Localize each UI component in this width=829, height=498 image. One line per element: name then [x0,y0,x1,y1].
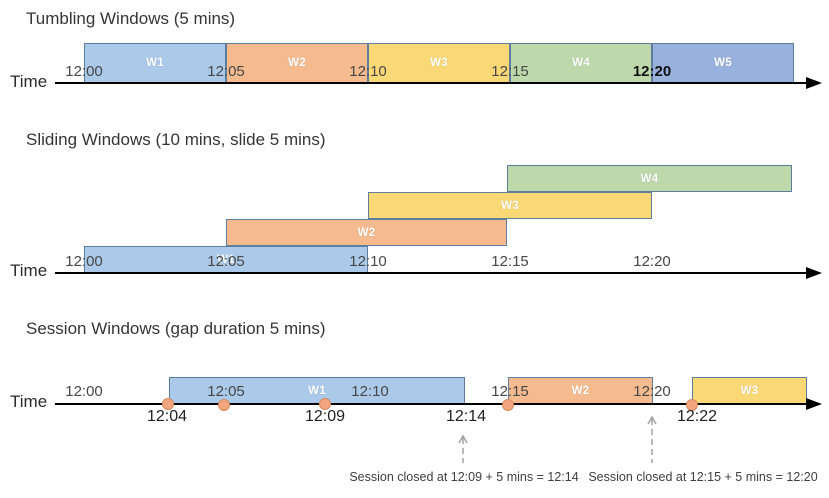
session-section-title: Session Windows (gap duration 5 mins) [26,319,326,338]
tumbling-tick-1200: 12:00 [65,63,103,80]
window-label: W4 [640,172,659,185]
sliding-window-w2: W2 [226,219,507,246]
sliding-tick-1210: 12:10 [349,253,387,270]
event-time-1209: 12:09 [304,408,346,425]
dashed-up-arrow-icon [458,434,468,463]
tumbling-window-w2: W2 [226,43,368,83]
tumbling-window-w4: W4 [510,43,652,83]
window-label: W1 [146,57,164,69]
sliding-tick-1215: 12:15 [491,253,529,270]
dashed-up-arrow-icon [647,415,657,463]
window-label: W4 [572,57,590,69]
window-label: W2 [357,226,376,239]
event-dot-1215 [502,399,514,411]
session-close-annotation-2: Session closed at 12:15 + 5 mins = 12:20 [588,470,818,484]
session-time-axis-line [55,403,812,405]
window-label: W1 [308,384,326,397]
sliding-tick-1200: 12:00 [65,253,103,270]
sliding-tick-1220: 12:20 [633,253,671,270]
tumbling-tick-1215: 12:15 [491,63,529,80]
event-time-1222: 12:22 [676,408,718,425]
session-tick-1220: 12:20 [633,383,671,400]
session-tick-1200: 12:00 [65,383,103,400]
tumbling-window-w1: W1 [84,43,226,83]
sliding-window-w4: W4 [507,165,792,192]
session-tick-1215: 12:15 [491,383,529,400]
session-window-w2: W2 [508,377,653,404]
tumbling-time-axis-label: Time [10,72,48,91]
window-label: W5 [714,57,732,69]
sliding-time-axis-label: Time [10,261,48,280]
tumbling-axis-arrowhead-icon [806,77,822,89]
tumbling-window-w3: W3 [368,43,510,83]
session-time-axis-label: Time [10,392,48,411]
session-tick-1210: 12:10 [351,383,389,400]
event-dot-1204 [162,398,174,410]
window-label: W3 [501,199,519,212]
tumbling-time-axis-line [55,82,812,84]
sliding-section-title: Sliding Windows (10 mins, slide 5 mins) [26,130,326,149]
sliding-axis-arrowhead-icon [806,267,822,279]
event-dot-1209 [319,398,331,410]
event-time-1204: 12:04 [146,408,188,425]
event-dot-1206 [218,399,230,411]
tumbling-tick-1210: 12:10 [349,63,387,80]
tumbling-tick-1220: 12:20 [632,63,672,80]
window-label: W3 [740,384,759,397]
event-dot-1222 [686,399,698,411]
window-label: W1 [217,253,235,266]
window-label: W2 [571,384,590,397]
session-close-annotation-1: Session closed at 12:09 + 5 mins = 12:14 [349,470,579,484]
session-axis-arrowhead-icon [806,398,822,410]
event-time-1214: 12:14 [445,408,487,425]
window-label: W3 [430,57,448,69]
sliding-window-w1: W1 [84,246,368,273]
sliding-tick-1205: 12:05 [207,253,245,270]
tumbling-section-title: Tumbling Windows (5 mins) [26,9,236,28]
tumbling-window-w5: W5 [652,43,794,83]
session-window-w3: W3 [692,377,807,404]
window-label: W2 [288,57,306,69]
tumbling-tick-1205: 12:05 [207,63,245,80]
sliding-time-axis-line [55,272,812,274]
session-tick-1205: 12:05 [207,383,245,400]
sliding-window-w3: W3 [368,192,652,219]
